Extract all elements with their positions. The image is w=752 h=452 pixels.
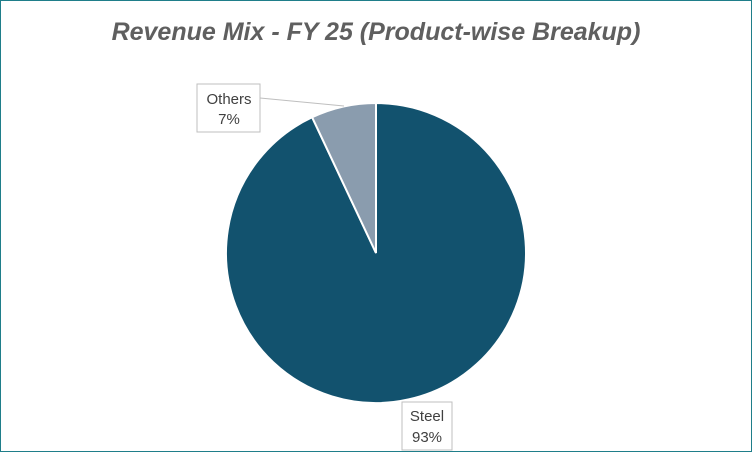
- chart-title: Revenue Mix - FY 25 (Product-wise Breaku…: [111, 18, 641, 46]
- others-leader-line: [259, 97, 345, 107]
- others-label-box: [196, 83, 261, 133]
- steel-label-box: [401, 401, 453, 451]
- steel-label-name: Steel: [410, 408, 444, 425]
- others-label-name: Others: [206, 91, 251, 108]
- steel-label-pct: 93%: [412, 429, 442, 446]
- pie-slice-others: [310, 101, 377, 254]
- others-label-pct: 7%: [218, 111, 240, 128]
